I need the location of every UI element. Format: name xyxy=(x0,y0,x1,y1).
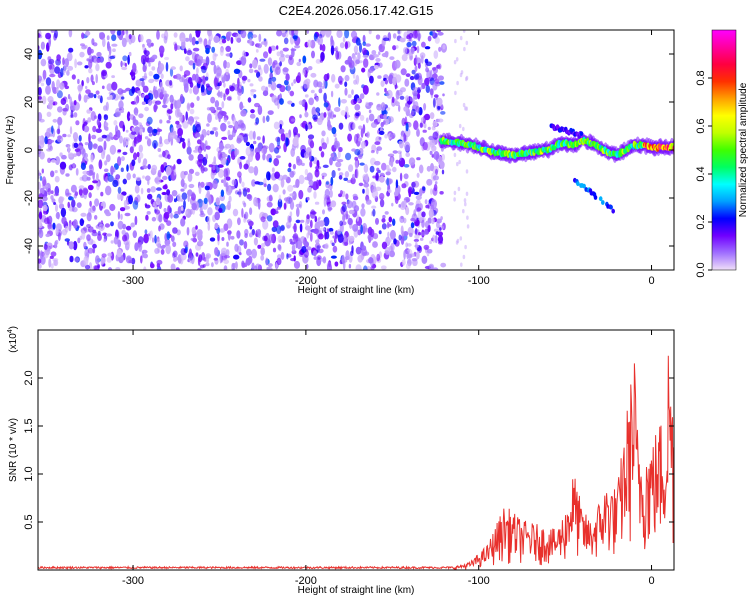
colorbar-tick-label: 0.0 xyxy=(695,262,707,277)
y-tick-label: 0 xyxy=(23,147,35,153)
y-tick-label: -40 xyxy=(23,238,35,254)
x-tick-label: 0 xyxy=(648,275,654,287)
y-tick-label: 0.5 xyxy=(23,514,35,529)
colorbar-gradient xyxy=(711,29,737,271)
x-tick-label: -300 xyxy=(122,575,144,587)
colorbar-tick-label: 0.2 xyxy=(695,214,707,229)
y-tick-label: -20 xyxy=(23,190,35,206)
colorbar-tick-label: 0.8 xyxy=(695,70,707,85)
snr-panel: -300 -200 -100 0 0.5 1.0 1.5 2.0 Height of stra… xyxy=(7,326,675,596)
x-tick-label: -100 xyxy=(468,575,490,587)
x-tick-label: 0 xyxy=(648,575,654,587)
colorbar-tick-label: 0.6 xyxy=(695,118,707,133)
spectrogram-xlabel: Height of straight line (km) xyxy=(298,285,415,296)
snr-ticks: -300 -200 -100 0 0.5 1.0 1.5 2.0 xyxy=(23,330,674,587)
y-tick-label: 40 xyxy=(23,48,35,60)
snr-multiplier-base: (x10 xyxy=(8,333,19,353)
snr-frame xyxy=(37,329,675,571)
snr-series-line xyxy=(38,355,674,570)
x-tick-label: -100 xyxy=(468,275,490,287)
y-tick-label: 1.0 xyxy=(23,466,35,481)
snr-multiplier-close: ) xyxy=(8,326,19,329)
snr-background xyxy=(38,330,674,570)
y-tick-label: 20 xyxy=(23,96,35,108)
colorbar-ticks: 0.0 0.2 0.4 0.6 0.8 xyxy=(695,70,712,278)
x-tick-label: -200 xyxy=(295,275,317,287)
colorbar: 0.0 0.2 0.4 0.6 0.8 Normalized spectral ampl… xyxy=(695,29,749,278)
chart-title: C2E4.2026.056.17.42.G15 xyxy=(279,3,434,18)
colorbar-label: Normalized spectral amplitude xyxy=(738,82,749,217)
spectrogram-ylabel: Frequency (Hz) xyxy=(5,116,16,185)
snr-xlabel: Height of straight line (km) xyxy=(298,585,415,596)
snr-multiplier: (x104) xyxy=(7,326,19,353)
signal-track-layer xyxy=(438,123,674,214)
y-tick-label: 2.0 xyxy=(23,370,35,385)
snr-multiplier-exponent: 4 xyxy=(7,329,14,333)
colorbar-tick-label: 0.4 xyxy=(695,166,707,181)
y-tick-label: 1.5 xyxy=(23,418,35,433)
noise-layer xyxy=(38,30,470,270)
x-tick-label: -200 xyxy=(295,575,317,587)
x-tick-label: -300 xyxy=(122,275,144,287)
snr-ylabel: SNR (10 * v/v) xyxy=(8,418,19,482)
